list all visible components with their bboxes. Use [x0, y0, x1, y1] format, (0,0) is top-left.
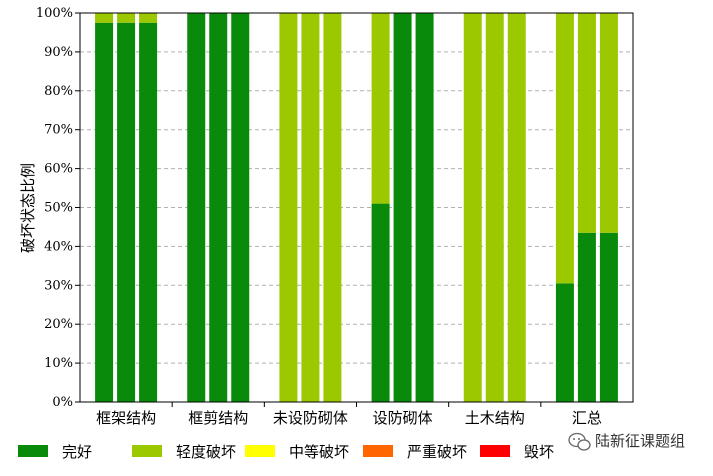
x-category-label: 框架结构 — [96, 409, 156, 427]
y-tick-label: 90% — [44, 45, 73, 60]
bar-segment — [95, 22, 114, 402]
x-category-label: 汇总 — [572, 409, 602, 427]
bar-segment — [139, 22, 158, 402]
x-category-label: 框剪结构 — [188, 409, 248, 427]
watermark-text: 陆新征课题组 — [595, 432, 685, 450]
bar-segment — [209, 13, 228, 402]
legend-label: 严重破坏 — [407, 443, 467, 461]
bar-segment — [555, 283, 574, 402]
y-tick-label: 0% — [52, 395, 73, 410]
y-axis-label: 破坏状态比例 — [19, 163, 37, 253]
wechat-icon — [568, 432, 591, 451]
legend-swatch — [18, 445, 48, 457]
x-category-label: 土木结构 — [465, 409, 525, 427]
bar-segment — [393, 13, 412, 402]
y-tick-label: 20% — [44, 317, 73, 332]
axes — [75, 12, 634, 407]
bar-segment — [599, 13, 618, 233]
legend-swatch — [363, 445, 393, 457]
bar-segment — [139, 13, 158, 23]
y-tick-label: 100% — [36, 6, 73, 21]
y-tick-label: 10% — [44, 356, 73, 371]
bar-segment — [301, 13, 320, 402]
bar-segment — [485, 13, 504, 402]
bar-segment — [463, 13, 482, 402]
bar-segment — [117, 13, 136, 23]
legend-label: 轻度破坏 — [176, 443, 236, 461]
bar-segment — [371, 13, 390, 204]
x-tick-labels: 框架结构 框剪结构 未设防砌体 设防砌体 土木结构 汇总 — [96, 409, 602, 427]
bar-segment — [231, 13, 250, 402]
legend-swatch — [480, 445, 510, 457]
bar-segment — [187, 13, 206, 402]
grid-lines — [80, 51, 633, 364]
y-tick-label: 70% — [44, 123, 73, 138]
x-category-label: 设防砌体 — [373, 409, 433, 427]
bar-segment — [117, 22, 136, 402]
y-tick-labels: 0% 10% 20% 30% 40% 50% 60% 70% 80% 90% 100% — [36, 6, 73, 410]
y-tick-label: 40% — [44, 239, 73, 254]
bar-segment — [599, 232, 618, 402]
bar-segment — [415, 13, 434, 402]
legend-swatch — [245, 445, 275, 457]
bar-marks — [95, 13, 618, 402]
bar-segment — [371, 203, 390, 402]
x-category-label: 未设防砌体 — [273, 409, 348, 427]
bar-segment — [507, 13, 526, 402]
bar-segment — [279, 13, 298, 402]
y-tick-label: 50% — [44, 201, 73, 216]
legend-swatch — [132, 445, 162, 457]
watermark: 陆新征课题组 — [568, 432, 685, 451]
bar-segment — [95, 13, 114, 23]
bar-segment — [577, 232, 596, 402]
legend-label: 中等破坏 — [289, 443, 349, 461]
y-tick-label: 80% — [44, 84, 73, 99]
y-tick-label: 30% — [44, 278, 73, 293]
legend-label: 毁坏 — [524, 443, 554, 461]
bar-segment — [323, 13, 342, 402]
y-tick-label: 60% — [44, 162, 73, 177]
bar-segment — [577, 13, 596, 233]
bar-segment — [555, 13, 574, 284]
legend-label: 完好 — [62, 443, 92, 461]
legend: 完好 轻度破坏 中等破坏 严重破坏 毁坏 — [18, 443, 554, 461]
